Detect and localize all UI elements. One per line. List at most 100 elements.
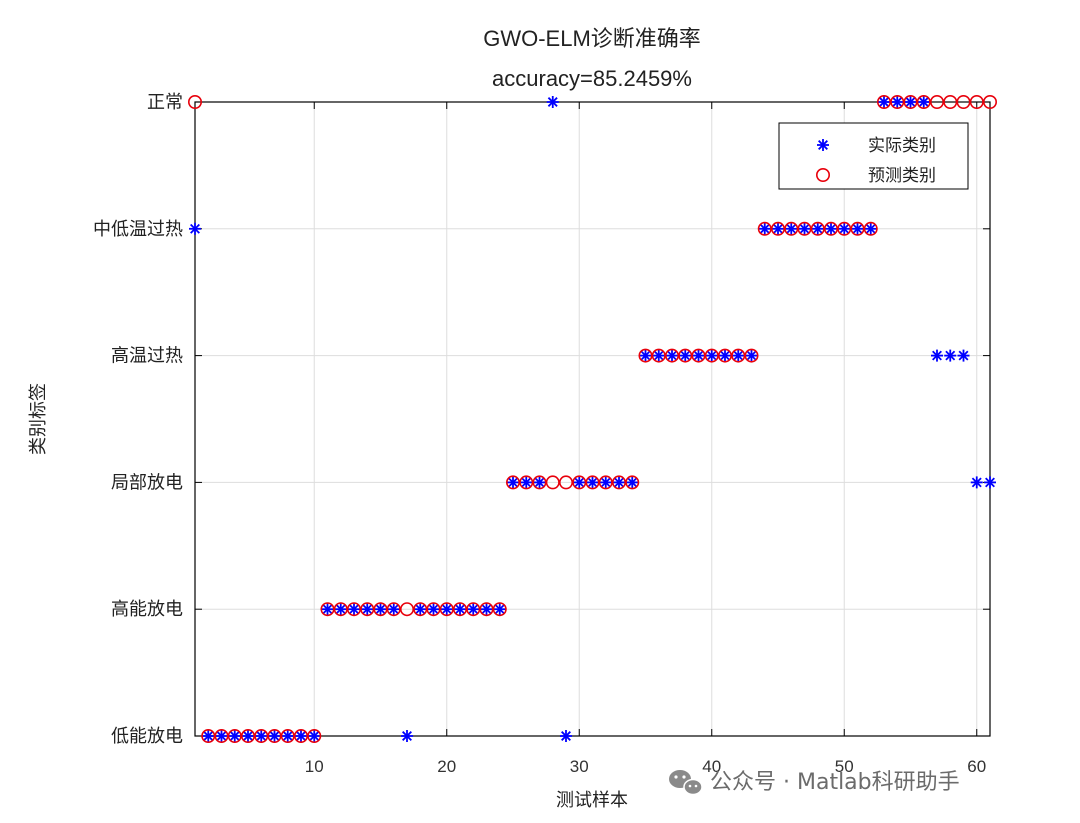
actual-point: [573, 476, 586, 489]
predicted-point: [757, 221, 772, 236]
actual-point: [414, 603, 427, 616]
actual-point: [308, 730, 321, 742]
predicted-point: [426, 602, 441, 617]
predicted-point: [611, 475, 626, 490]
actual-point: [891, 96, 904, 108]
predicted-point: [492, 602, 507, 617]
watermark-text: 公众号 · Matlab科研助手: [710, 770, 960, 795]
actual-point: [825, 222, 837, 235]
actual-point: [374, 603, 387, 616]
y-tick-label: 局部放电: [111, 472, 183, 493]
legend-label-predicted: 预测类别: [868, 166, 936, 186]
data-marks: [188, 95, 997, 743]
predicted-point: [598, 475, 613, 490]
predicted-point: [784, 221, 799, 236]
predicted-point: [664, 348, 679, 363]
predicted-point: [770, 221, 785, 236]
actual-point: [984, 476, 996, 489]
actual-point: [228, 730, 241, 742]
actual-point: [772, 222, 784, 235]
x-tick-label: 60: [967, 757, 986, 776]
predicted-point: [810, 221, 825, 236]
predicted-point: [320, 602, 335, 617]
actual-point: [931, 349, 943, 362]
actual-point: [838, 222, 851, 235]
actual-point: [785, 222, 798, 235]
actual-point: [440, 603, 453, 616]
predicted-point: [452, 602, 467, 617]
predicted-point: [399, 602, 414, 617]
actual-point: [904, 96, 917, 108]
actual-point: [692, 349, 705, 362]
predicted-point: [241, 728, 256, 743]
axis-ticks: 10 20 30 40 50 60 低能放电 高能放电 局部放电 高温过热 中低温过热 正常: [93, 92, 990, 776]
x-tick-label: 30: [570, 757, 589, 776]
actual-point: [864, 222, 877, 235]
actual-point: [546, 96, 559, 108]
actual-point: [520, 476, 533, 489]
actual-point: [202, 730, 215, 742]
actual-point: [599, 476, 612, 489]
actual-point: [666, 349, 678, 362]
predicted-point: [691, 348, 706, 363]
predicted-point: [916, 95, 931, 110]
actual-point: [957, 349, 970, 362]
actual-point: [255, 730, 268, 742]
actual-point: [917, 96, 930, 108]
actual-point: [560, 730, 572, 742]
watermark: 公众号 · Matlab科研助手: [669, 770, 960, 796]
predicted-point: [943, 95, 958, 110]
legend-marker-actual: [817, 139, 829, 151]
actual-point: [732, 349, 745, 362]
predicted-point: [479, 602, 494, 617]
plot-area-frame: [194, 101, 991, 737]
y-tick-label: 低能放电: [111, 726, 183, 747]
predicted-point: [519, 475, 534, 490]
predicted-point: [466, 602, 481, 617]
x-tick-label: 50: [835, 757, 854, 776]
actual-point: [348, 603, 360, 616]
wechat-icon: [669, 770, 703, 796]
actual-point: [745, 349, 758, 362]
legend-circle-icon: [815, 168, 830, 183]
predicted-point: [585, 475, 600, 490]
predicted-point: [346, 602, 361, 617]
actual-point: [480, 603, 493, 616]
x-tick-label: 10: [305, 757, 324, 776]
predicted-point: [651, 348, 666, 363]
actual-point: [215, 730, 228, 742]
predicted-point: [307, 728, 322, 743]
y-tick-label: 中低温过热: [93, 219, 183, 240]
actual-point: [878, 96, 890, 108]
legend: 实际类别 预测类别: [778, 122, 969, 190]
actual-point: [758, 222, 771, 235]
actual-point: [268, 730, 281, 742]
actual-point: [361, 603, 374, 616]
series-predicted: [188, 95, 997, 743]
actual-point: [652, 349, 665, 362]
actual-point: [719, 349, 731, 362]
predicted-point: [293, 728, 308, 743]
series-actual: [189, 96, 996, 742]
actual-point: [189, 222, 201, 235]
predicted-point: [413, 602, 428, 617]
predicted-point: [717, 348, 732, 363]
predicted-point: [890, 95, 905, 110]
actual-point: [427, 603, 440, 616]
actual-point: [626, 476, 639, 489]
actual-point: [970, 476, 983, 489]
predicted-point: [254, 728, 269, 743]
predicted-point: [280, 728, 295, 743]
predicted-point: [188, 95, 203, 110]
predicted-point: [823, 221, 838, 236]
y-axis-label: 类别标签: [28, 383, 49, 455]
predicted-point: [956, 95, 971, 110]
actual-point: [507, 476, 519, 489]
actual-point: [944, 349, 957, 362]
predicted-point: [360, 602, 375, 617]
actual-point: [242, 730, 254, 742]
actual-point: [401, 730, 413, 742]
predicted-point: [505, 475, 520, 490]
predicted-point: [439, 602, 454, 617]
